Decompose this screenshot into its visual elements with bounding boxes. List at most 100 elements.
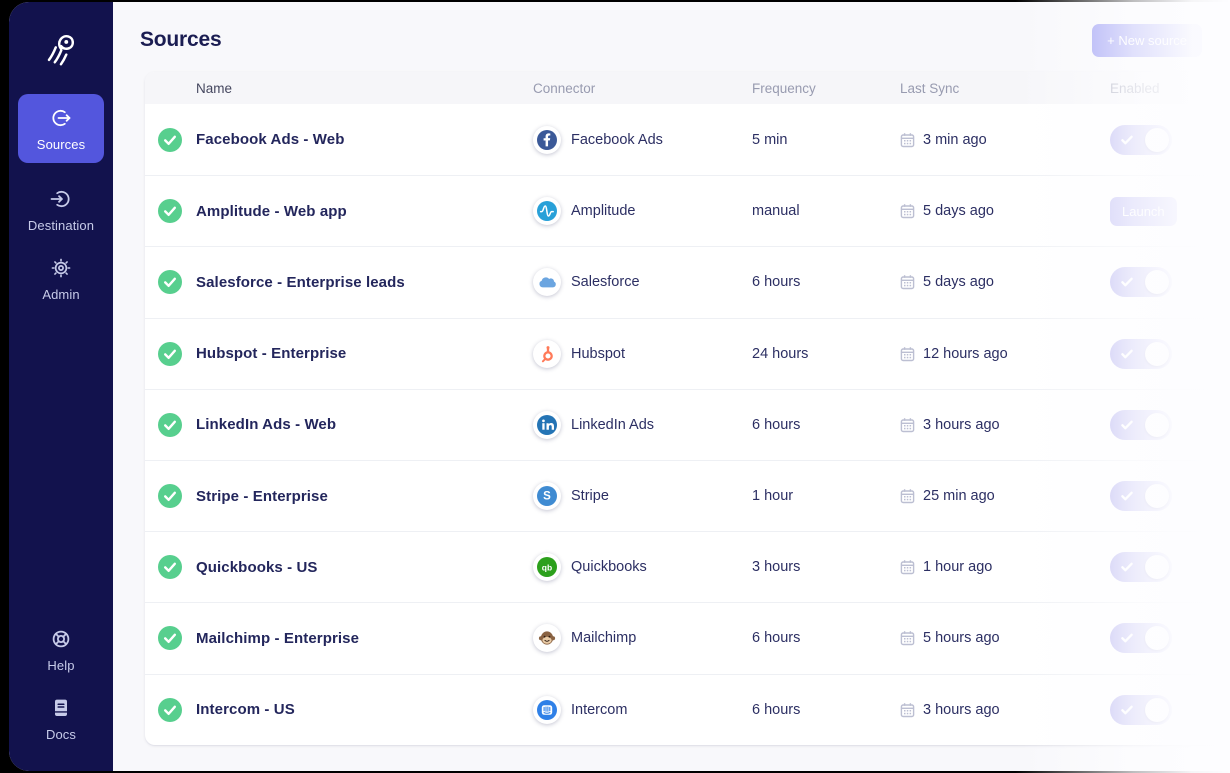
sync-success-icon	[158, 127, 182, 152]
table-row[interactable]: Salesforce - Enterprise leads Salesforce…	[145, 246, 1230, 317]
toggle-check-icon	[1119, 488, 1135, 509]
book-icon	[49, 696, 73, 720]
sidebar-item-label: Admin	[42, 287, 80, 302]
source-name: Stripe - Enterprise	[196, 487, 328, 505]
enabled-toggle[interactable]	[1110, 552, 1172, 583]
source-name: Facebook Ads - Web	[196, 131, 345, 149]
table-row[interactable]: Stripe - Enterprise S Stripe 1 hour 25 m…	[145, 459, 1230, 531]
svg-text:S: S	[543, 491, 551, 503]
calendar-icon	[900, 488, 915, 504]
sidebar-item-label: Docs	[45, 727, 77, 742]
toggle-knob	[1145, 127, 1169, 152]
column-header-connector: Connector	[533, 80, 596, 96]
gear-icon	[49, 256, 73, 280]
toggle-check-icon	[1119, 630, 1135, 651]
source-name: Amplitude - Web app	[196, 202, 347, 220]
toggle-check-icon	[1119, 132, 1135, 153]
sidebar-item-sources[interactable]: Sources	[18, 94, 104, 163]
connector-label: Stripe	[571, 488, 609, 505]
intercom-icon	[533, 695, 561, 724]
main-content: Sources + New source Name Connector Freq…	[113, 2, 1230, 771]
connector-label: Hubspot	[571, 345, 626, 362]
page-header: Sources + New source	[140, 2, 1230, 72]
sidebar-nav: Sources Destination	[9, 94, 113, 313]
source-out-icon	[49, 106, 73, 130]
toggle-knob	[1145, 270, 1169, 295]
sync-success-icon	[158, 626, 182, 651]
last-sync-value: 1 hour ago	[923, 559, 993, 576]
frequency-value: 3 hours	[752, 559, 801, 576]
sync-success-icon	[158, 412, 182, 437]
launch-button[interactable]: Launch	[1110, 196, 1177, 226]
toggle-check-icon	[1119, 346, 1135, 367]
calendar-icon	[900, 346, 915, 362]
last-sync-value: 25 min ago	[923, 488, 995, 505]
sidebar-item-label: Help	[47, 658, 75, 673]
new-source-button[interactable]: + New source	[1092, 23, 1202, 57]
sources-table: Name Connector Frequency Last Sync Enabl…	[145, 72, 1230, 745]
enabled-toggle[interactable]	[1110, 409, 1172, 440]
sidebar-footer: Help Docs	[9, 615, 113, 771]
enabled-toggle[interactable]	[1110, 124, 1172, 155]
frequency-value: 6 hours	[752, 416, 801, 433]
enabled-toggle[interactable]	[1110, 481, 1172, 512]
last-sync-value: 12 hours ago	[923, 345, 1008, 362]
calendar-icon	[900, 559, 915, 575]
last-sync-value: 5 days ago	[923, 274, 994, 291]
toggle-knob	[1145, 341, 1169, 366]
enabled-toggle[interactable]	[1110, 694, 1172, 725]
last-sync-value: 3 hours ago	[923, 416, 1000, 433]
enabled-toggle[interactable]	[1110, 623, 1172, 654]
enabled-toggle[interactable]	[1110, 267, 1172, 298]
quickbooks-icon: qb	[533, 553, 561, 582]
sync-success-icon	[158, 341, 182, 366]
toggle-check-icon	[1119, 702, 1135, 723]
sync-success-icon	[158, 199, 182, 224]
connector-label: LinkedIn Ads	[571, 416, 655, 433]
table-row[interactable]: Quickbooks - US qb Quickbooks 3 hours 1 …	[145, 531, 1230, 602]
table-row[interactable]: Mailchimp - Enterprise Mailchimp 6 hours…	[145, 602, 1230, 673]
table-row[interactable]: Facebook Ads - Web Facebook Ads 5 min 3 …	[145, 104, 1230, 175]
column-header-name: Name	[196, 80, 233, 96]
calendar-icon	[900, 274, 915, 290]
toggle-knob	[1145, 697, 1169, 722]
sidebar-item-admin[interactable]: Admin	[18, 244, 104, 313]
enabled-toggle[interactable]	[1110, 338, 1172, 369]
app-logo-icon[interactable]	[38, 22, 84, 70]
connector-label: Intercom	[571, 701, 628, 718]
connector-label: Salesforce	[571, 274, 640, 291]
last-sync-value: 3 min ago	[923, 131, 987, 148]
facebook-ads-icon	[533, 125, 561, 154]
table-row[interactable]: Hubspot - Enterprise Hubspot 24 hours 12…	[145, 317, 1230, 389]
sidebar-item-destination[interactable]: Destination	[18, 175, 104, 244]
table-body: Facebook Ads - Web Facebook Ads 5 min 3 …	[145, 104, 1230, 745]
sidebar-item-docs[interactable]: Docs	[18, 684, 104, 753]
toggle-knob	[1145, 484, 1169, 509]
column-header-frequency: Frequency	[752, 80, 816, 96]
sync-success-icon	[158, 270, 182, 295]
lifebuoy-icon	[49, 627, 73, 651]
toggle-check-icon	[1119, 274, 1135, 295]
frequency-value: manual	[752, 203, 800, 220]
app-window: Sources Destination	[9, 2, 1230, 771]
sidebar-item-help[interactable]: Help	[18, 615, 104, 684]
svg-text:qb: qb	[542, 563, 552, 573]
amplitude-icon	[533, 197, 561, 226]
source-name: Salesforce - Enterprise leads	[196, 273, 405, 291]
column-header-enabled: Enabled	[1110, 80, 1160, 96]
sync-success-icon	[158, 697, 182, 722]
table-row[interactable]: LinkedIn Ads - Web LinkedIn Ads 6 hours …	[145, 388, 1230, 460]
toggle-knob	[1145, 555, 1169, 580]
sidebar-item-label: Destination	[27, 218, 95, 233]
table-row[interactable]: Amplitude - Web app Amplitude manual 5 d…	[145, 175, 1230, 246]
sidebar: Sources Destination	[9, 2, 113, 771]
page-title: Sources	[140, 28, 222, 51]
table-row[interactable]: Intercom - US Intercom 6 hours 3 hours a…	[145, 673, 1230, 745]
connector-label: Facebook Ads	[571, 131, 663, 148]
calendar-icon	[900, 417, 915, 433]
frequency-value: 24 hours	[752, 345, 809, 362]
calendar-icon	[900, 702, 915, 718]
linkedin-ads-icon	[533, 410, 561, 439]
mailchimp-icon	[533, 624, 561, 653]
toggle-knob	[1145, 626, 1169, 651]
